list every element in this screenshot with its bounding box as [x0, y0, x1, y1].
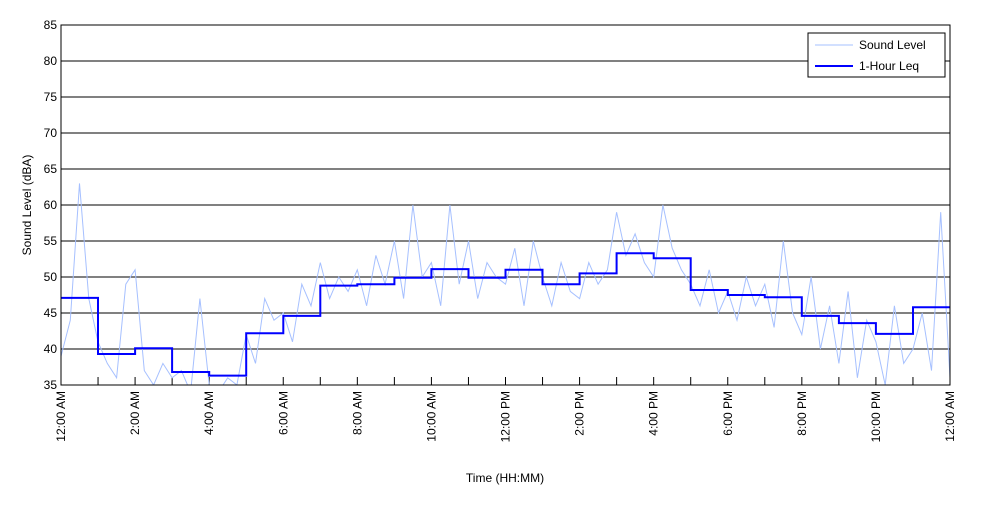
y-tick-label: 70 — [44, 126, 58, 140]
y-tick-label: 65 — [44, 162, 58, 176]
x-tick-label: 2:00 AM — [128, 391, 142, 435]
x-tick-label: 2:00 PM — [573, 391, 587, 436]
y-tick-label: 55 — [44, 234, 58, 248]
x-tick-label: 8:00 AM — [350, 391, 364, 435]
y-tick-label: 85 — [44, 18, 58, 32]
y-tick-label: 45 — [44, 306, 58, 320]
gridlines — [61, 24, 950, 386]
leq-step-line — [61, 252, 950, 377]
x-tick-label: 12:00 AM — [54, 391, 68, 442]
y-tick-label: 35 — [44, 378, 58, 392]
x-tick-labels: 12:00 AM 2:00 AM 4:00 AM 6:00 AM 8:00 AM 10:0… — [54, 391, 957, 442]
sound-level-line — [61, 183, 950, 385]
x-tick-label: 4:00 PM — [647, 391, 661, 436]
legend: Sound Level 1-Hour Leq — [807, 32, 946, 78]
x-axis-title: Time (HH:MM) — [466, 471, 544, 485]
y-tick-label: 75 — [44, 90, 58, 104]
series-group — [61, 183, 950, 385]
y-tick-label: 50 — [44, 270, 58, 284]
x-tick-label: 6:00 AM — [276, 391, 290, 435]
legend-label-leq: 1-Hour Leq — [859, 59, 919, 73]
legend-box — [807, 32, 946, 78]
y-tick-label: 80 — [44, 54, 58, 68]
x-tick-label: 10:00 AM — [424, 391, 438, 442]
x-tick-label: 12:00 PM — [499, 391, 513, 442]
y-tick-label: 40 — [44, 342, 58, 356]
plot-frame — [60, 24, 951, 386]
y-axis-title: Sound Level (dBA) — [20, 155, 34, 256]
x-tick-label: 8:00 PM — [795, 391, 809, 436]
y-tick-labels: 35 40 45 50 55 60 65 70 75 80 85 — [44, 18, 58, 392]
x-tick-label: 10:00 PM — [869, 391, 883, 442]
x-tick-label: 6:00 PM — [721, 391, 735, 436]
x-tick-label: 4:00 AM — [202, 391, 216, 435]
x-tick-label: 12:00 AM — [943, 391, 957, 442]
y-tick-label: 60 — [44, 198, 58, 212]
legend-label-sound-level: Sound Level — [859, 38, 926, 52]
